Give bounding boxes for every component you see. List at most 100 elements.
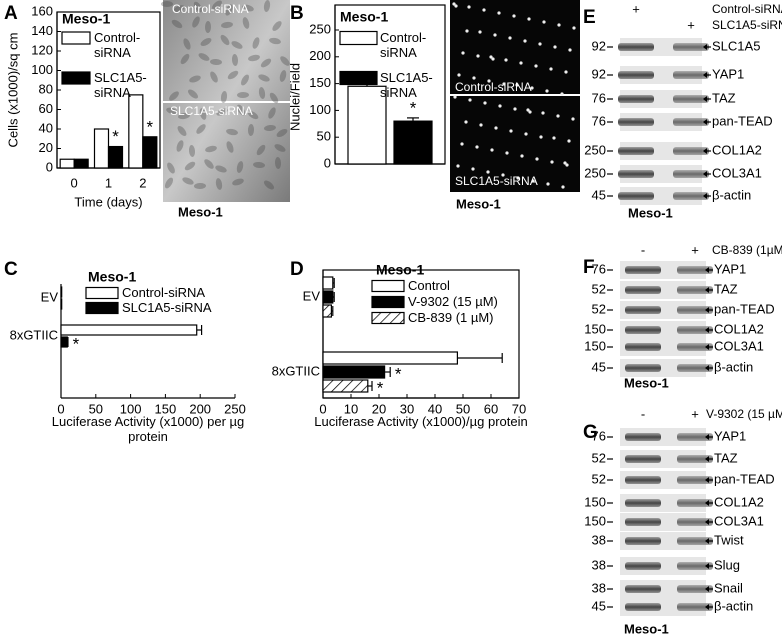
protein-label: COL3A1 [714, 513, 764, 528]
nucleus [460, 142, 464, 146]
mw-marker: 52 [592, 301, 606, 316]
legend-label-box: V-9302 (15 µM) [408, 294, 498, 309]
cell [274, 144, 286, 152]
x-tick-label: 2 [139, 175, 146, 190]
nucleus [498, 104, 502, 108]
blot-strip [620, 494, 706, 512]
band [625, 364, 661, 372]
band [673, 170, 709, 178]
band [673, 95, 709, 103]
bar [322, 276, 334, 290]
arrow-head [705, 287, 709, 293]
nucleus [456, 164, 460, 168]
mw-marker: 38 [592, 557, 606, 572]
band [673, 71, 709, 79]
protein-label: Twist [714, 532, 744, 547]
cell [237, 91, 249, 99]
legend-swatch [61, 31, 91, 45]
x-axis-label: Luciferase Activity (x1000)/µg protein [314, 414, 528, 429]
band [625, 326, 661, 334]
band [625, 518, 661, 526]
nucleus [483, 101, 487, 105]
bar [60, 324, 198, 336]
y-tick-label: 40 [39, 120, 53, 135]
band [618, 192, 654, 200]
x-tick-label: 70 [512, 401, 526, 416]
nucleus [461, 51, 465, 55]
arrow-head [703, 193, 707, 199]
mw-marker: 45 [592, 187, 606, 202]
blot-strip [620, 165, 702, 183]
x-tick-label: 250 [224, 401, 246, 416]
blot-strip [620, 338, 706, 356]
x-tick-label: 0 [71, 175, 78, 190]
significance: * [410, 98, 417, 117]
cell [263, 0, 271, 12]
condition-label: SLC1A5-siRNA [712, 18, 782, 32]
band [625, 266, 661, 274]
cell [215, 178, 223, 190]
cell [188, 145, 196, 157]
band [673, 118, 709, 126]
nucleus [520, 154, 524, 158]
nucleus [523, 39, 527, 43]
protein-label: COL3A1 [714, 338, 764, 353]
nucleus [515, 83, 519, 87]
nucleus [491, 57, 495, 61]
nucleus [572, 26, 576, 30]
significance: * [377, 378, 384, 397]
lane-sign: + [691, 242, 699, 257]
nucleus [478, 30, 482, 34]
x-tick-label: 20 [372, 401, 386, 416]
nucleus [494, 126, 498, 130]
nucleus [516, 176, 520, 180]
cell [242, 17, 250, 29]
band [625, 433, 661, 441]
cell [220, 91, 228, 103]
protein-label: YAP1 [714, 428, 746, 443]
band [673, 147, 709, 155]
band [677, 537, 713, 545]
band [677, 286, 713, 294]
cell [182, 177, 194, 185]
bar [322, 365, 386, 379]
band [677, 343, 713, 351]
panel-letter: D [290, 259, 304, 280]
x-axis-label-box: Luciferase Activity (x1000)/µg protein [314, 414, 528, 429]
arrow-head [705, 327, 709, 333]
y-tick-label: 200 [309, 48, 331, 63]
blot-strip [620, 66, 702, 84]
cell [225, 4, 233, 16]
significance: * [147, 117, 154, 136]
cell [198, 53, 210, 61]
nucleus [535, 157, 539, 161]
band [625, 499, 661, 507]
nucleus [482, 8, 486, 12]
protein-label: COL1A2 [714, 321, 764, 336]
mw-marker: 52 [592, 450, 606, 465]
cell [204, 159, 214, 169]
panel-letter: E [583, 7, 596, 28]
mw-marker: 76 [592, 113, 606, 128]
lane-sign: - [641, 242, 645, 257]
protein-label: pan-TEAD [714, 471, 775, 486]
band [618, 118, 654, 126]
lane-sign: + [687, 17, 695, 32]
nucleus [527, 17, 531, 21]
x-tick-label: 0 [319, 401, 326, 416]
micrograph-label: Control-siRNA [172, 2, 249, 16]
panel-letter: G [583, 422, 598, 443]
nucleus [571, 117, 575, 121]
band [677, 266, 713, 274]
band [677, 585, 713, 593]
nucleus [490, 148, 494, 152]
cell [226, 141, 234, 153]
mw-marker: 76 [592, 90, 606, 105]
protein-label: TAZ [712, 90, 736, 105]
y-tick-label: 8xGTIIC [272, 363, 320, 378]
nucleus [528, 110, 532, 114]
protein-label: β-actin [712, 187, 751, 202]
legend-label: CB-839 (1 µM) [408, 310, 494, 325]
